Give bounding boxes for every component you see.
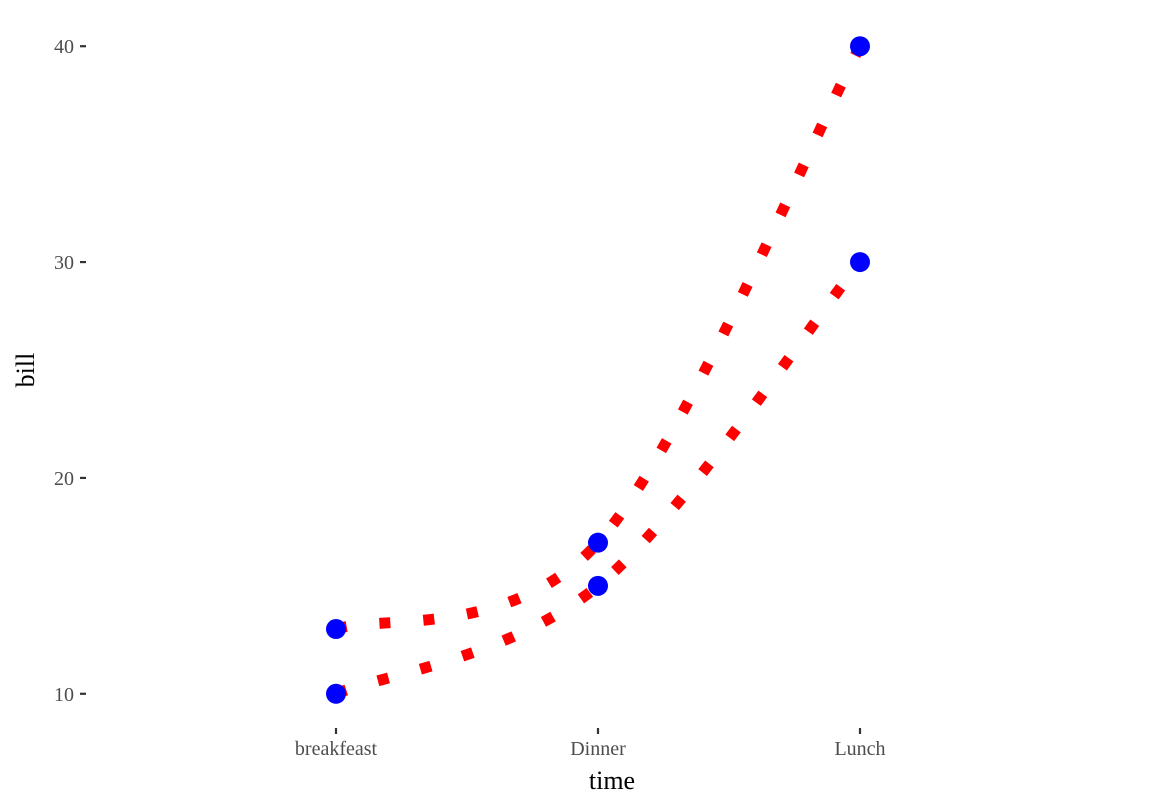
y-axis-title: bill	[11, 353, 40, 388]
y-tick-label: 20	[54, 468, 74, 490]
series-1-point-breakfeast	[326, 619, 346, 640]
y-tick-label: 40	[54, 36, 74, 58]
series-1-point-lunch	[850, 36, 870, 57]
series-points	[326, 36, 870, 704]
series-1-point-dinner	[588, 532, 608, 553]
series-lines	[333, 43, 865, 699]
x-tick-label: Lunch	[834, 738, 885, 760]
x-tick-label: breakfeast	[295, 738, 378, 760]
series-2-point-dinner	[588, 575, 608, 596]
x-axis-title: time	[589, 766, 635, 795]
y-axis: 10 20 30 40	[54, 36, 86, 706]
x-tick-label: Dinner	[570, 738, 626, 760]
series-2-line	[333, 258, 865, 699]
series-2-point-lunch	[850, 252, 870, 273]
series-2-point-breakfeast	[326, 683, 346, 704]
y-tick-label: 10	[54, 684, 74, 706]
x-axis: breakfeast Dinner Lunch	[295, 728, 886, 760]
y-tick-label: 30	[54, 252, 74, 274]
